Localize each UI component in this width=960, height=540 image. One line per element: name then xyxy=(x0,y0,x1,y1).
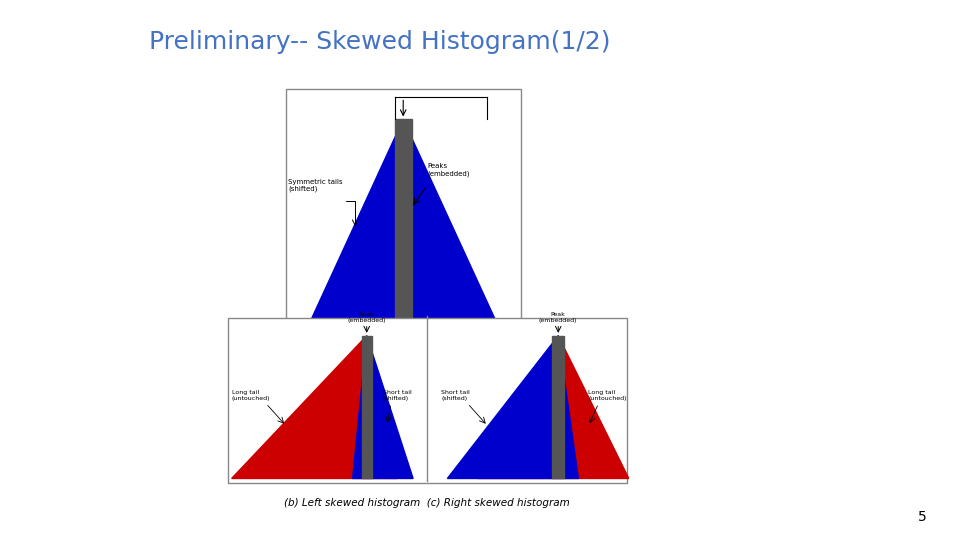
Polygon shape xyxy=(231,336,397,478)
Text: 5: 5 xyxy=(918,510,926,524)
Text: Long tail
(untouched): Long tail (untouched) xyxy=(588,390,627,401)
Text: (a) Symmetric histogram: (a) Symmetric histogram xyxy=(338,346,468,356)
Text: Preliminary-- Skewed Histogram(1/2): Preliminary-- Skewed Histogram(1/2) xyxy=(149,30,611,53)
Polygon shape xyxy=(395,119,412,328)
Text: (b) Left skewed histogram  (c) Right skewed histogram: (b) Left skewed histogram (c) Right skew… xyxy=(284,498,570,508)
Text: Short tail
(shifted): Short tail (shifted) xyxy=(442,390,470,401)
Polygon shape xyxy=(447,336,578,478)
Text: Peak
(embedded): Peak (embedded) xyxy=(348,312,386,323)
Text: Short tail
(shifted): Short tail (shifted) xyxy=(383,390,412,401)
Polygon shape xyxy=(552,336,564,478)
Text: Symmetric tails
(shifted): Symmetric tails (shifted) xyxy=(288,179,343,192)
Text: Long tail
(untouched): Long tail (untouched) xyxy=(231,390,270,401)
Polygon shape xyxy=(478,336,629,478)
Polygon shape xyxy=(352,336,413,478)
Polygon shape xyxy=(362,336,372,478)
Text: Peaks
(embedded): Peaks (embedded) xyxy=(427,163,469,177)
Text: Peak
(embedded): Peak (embedded) xyxy=(539,312,578,323)
Polygon shape xyxy=(307,119,499,328)
